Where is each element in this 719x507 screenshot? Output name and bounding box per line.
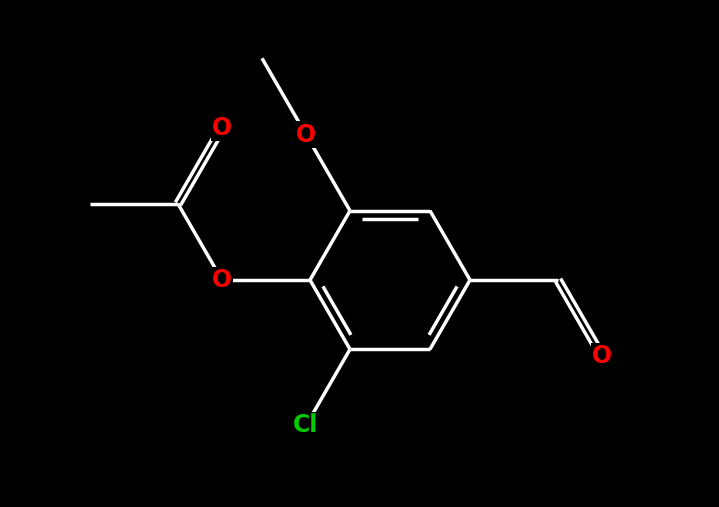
Text: O: O <box>212 268 232 292</box>
Text: Cl: Cl <box>293 414 319 438</box>
Text: O: O <box>212 116 232 139</box>
Text: O: O <box>592 344 612 368</box>
Text: O: O <box>296 123 316 147</box>
